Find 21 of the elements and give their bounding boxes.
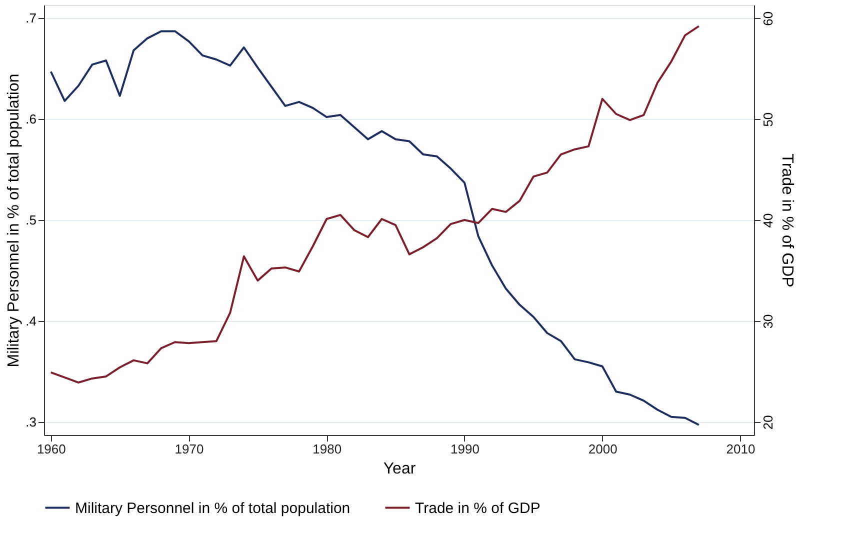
- x-tick-label: 1990: [450, 442, 480, 456]
- y-axis-title: Military Personnel in % of total population: [6, 74, 23, 368]
- y2-tick-label: 50: [760, 112, 776, 127]
- y-tick-label: .6: [26, 112, 36, 127]
- y-tick-label: .3: [26, 414, 36, 430]
- y-tick-label: .7: [26, 10, 36, 26]
- x-tick-label: 1970: [174, 442, 204, 456]
- y2-tick-label: 60: [760, 11, 776, 26]
- x-axis-title: Year: [383, 460, 416, 478]
- x-tick-label: 2010: [726, 442, 756, 456]
- y2-axis-title: Trade in % of GDP: [778, 154, 796, 288]
- y-tick-label: .5: [26, 212, 36, 228]
- x-tick-label: 1960: [36, 442, 66, 456]
- x-tick-label: 2000: [588, 442, 618, 456]
- y2-tick-label: 40: [760, 213, 776, 228]
- y2-tick-label: 20: [760, 415, 776, 430]
- y-tick-label: .4: [26, 313, 36, 328]
- legend-label: Trade in % of GDP: [415, 500, 540, 517]
- y2-tick-label: 30: [760, 314, 776, 329]
- legend-label: Military Personnel in % of total population: [75, 500, 350, 517]
- x-tick-label: 1980: [312, 442, 342, 456]
